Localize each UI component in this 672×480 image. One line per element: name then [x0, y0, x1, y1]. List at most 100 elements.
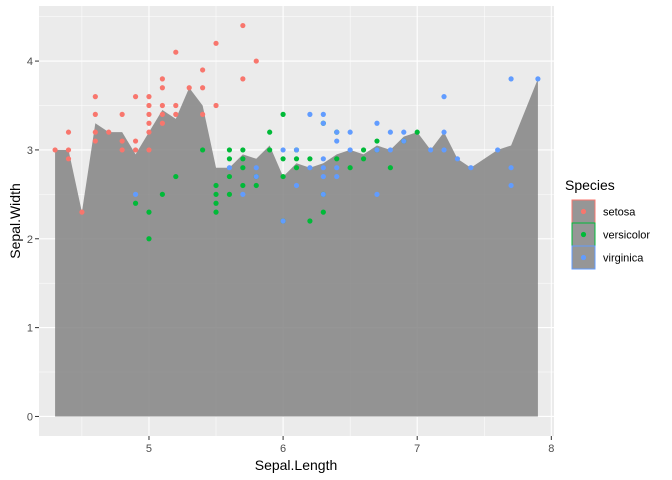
point-setosa	[146, 120, 152, 126]
x-tick-label: 5	[146, 443, 152, 455]
y-tick-label: 2	[27, 234, 33, 246]
point-versicolor	[132, 200, 139, 206]
point-versicolor	[280, 156, 286, 162]
point-virginica	[387, 129, 393, 135]
point-versicolor	[213, 209, 219, 215]
point-virginica	[441, 129, 447, 135]
point-virginica	[280, 147, 286, 153]
point-versicolor	[226, 173, 233, 180]
point-virginica	[334, 129, 340, 135]
point-virginica	[293, 147, 300, 153]
point-virginica	[320, 156, 326, 162]
area-layer	[55, 78, 538, 417]
points-layer	[52, 22, 541, 242]
point-versicolor	[146, 236, 152, 242]
legend: Species setosa versicolor virginica	[565, 177, 650, 270]
point-virginica	[334, 165, 340, 171]
point-virginica	[280, 218, 286, 224]
point-setosa	[119, 147, 125, 153]
point-virginica	[320, 120, 326, 126]
point-setosa	[119, 138, 125, 144]
point-virginica	[320, 191, 326, 197]
legend-dot-virginica	[580, 254, 587, 261]
x-tick-label: 6	[280, 443, 286, 455]
point-setosa	[173, 102, 179, 109]
legend-label-versicolor: versicolor	[603, 230, 650, 242]
x-axis-ticks: 5 6 7 8	[146, 436, 554, 455]
point-setosa	[146, 102, 152, 109]
point-versicolor	[213, 200, 219, 206]
point-setosa	[213, 40, 219, 46]
point-virginica	[468, 165, 474, 171]
point-virginica	[454, 156, 461, 162]
y-axis-title: Sepal.Width	[7, 183, 23, 258]
point-virginica	[320, 111, 326, 117]
y-tick-label: 0	[27, 411, 33, 423]
point-versicolor	[267, 129, 273, 135]
point-versicolor	[280, 173, 286, 180]
point-setosa	[173, 111, 179, 117]
legend-title: Species	[565, 177, 615, 193]
y-tick-label: 4	[27, 56, 33, 68]
point-virginica	[253, 173, 259, 180]
x-tick-label: 7	[414, 443, 420, 455]
point-versicolor	[360, 147, 367, 153]
point-virginica	[334, 138, 340, 144]
point-versicolor	[226, 191, 233, 197]
point-virginica	[253, 165, 259, 171]
point-versicolor	[267, 147, 273, 153]
point-virginica	[320, 173, 326, 180]
point-versicolor	[293, 156, 300, 162]
point-versicolor	[360, 156, 367, 162]
point-setosa	[92, 111, 98, 117]
point-setosa	[240, 22, 246, 29]
point-setosa	[159, 120, 165, 126]
point-setosa	[159, 76, 165, 82]
point-virginica	[401, 138, 407, 144]
point-setosa	[186, 85, 192, 91]
point-setosa	[132, 147, 139, 153]
point-versicolor	[173, 173, 179, 180]
point-versicolor	[334, 156, 340, 162]
legend-label-setosa: setosa	[603, 207, 636, 219]
point-setosa	[65, 147, 72, 153]
point-setosa	[253, 58, 259, 64]
point-versicolor	[213, 182, 219, 189]
point-virginica	[347, 147, 353, 153]
point-setosa	[200, 111, 206, 117]
area-fill	[55, 78, 538, 417]
legend-label-virginica: virginica	[603, 253, 644, 265]
point-setosa	[146, 94, 152, 100]
point-versicolor	[307, 218, 313, 224]
point-virginica	[401, 129, 407, 135]
point-versicolor	[307, 156, 313, 162]
point-versicolor	[200, 147, 206, 153]
point-setosa	[146, 111, 152, 117]
point-virginica	[374, 120, 380, 126]
point-virginica	[535, 76, 541, 82]
point-virginica	[495, 147, 501, 153]
point-setosa	[52, 147, 58, 153]
point-virginica	[132, 191, 139, 197]
point-virginica	[226, 165, 233, 171]
point-virginica	[307, 111, 313, 117]
point-virginica	[374, 147, 380, 153]
point-virginica	[347, 129, 353, 135]
point-versicolor	[240, 165, 246, 171]
point-setosa	[240, 76, 246, 82]
y-axis-ticks: 0 1 2 3 4	[27, 56, 39, 423]
point-virginica	[508, 76, 514, 82]
point-setosa	[200, 67, 206, 73]
point-setosa	[65, 156, 72, 162]
point-versicolor	[226, 156, 233, 162]
point-versicolor	[280, 111, 286, 117]
y-tick-label: 3	[27, 145, 33, 157]
point-versicolor	[387, 165, 393, 171]
point-versicolor	[374, 138, 380, 144]
point-setosa	[132, 94, 139, 100]
point-versicolor	[240, 147, 246, 153]
point-setosa	[119, 111, 125, 117]
point-virginica	[441, 147, 447, 153]
point-setosa	[146, 147, 152, 153]
